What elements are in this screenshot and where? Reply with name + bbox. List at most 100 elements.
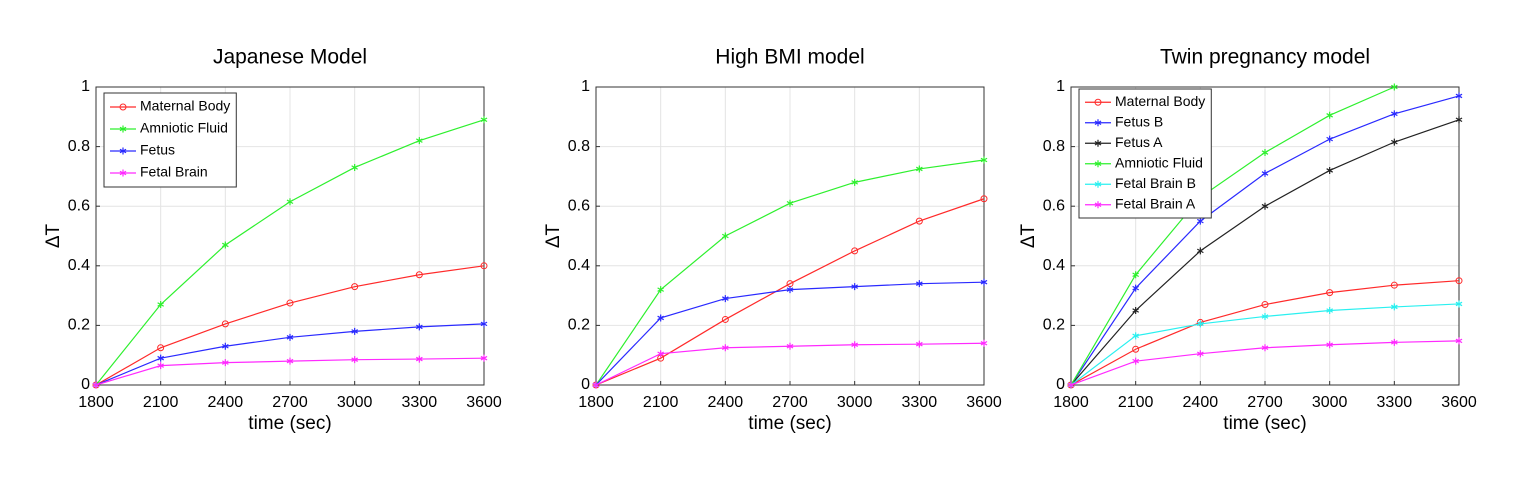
y-tick-label: 0.8 [1043, 138, 1065, 155]
marker [1455, 116, 1463, 124]
y-tick-label: 0.6 [568, 197, 590, 214]
marker [119, 169, 127, 177]
marker [480, 354, 488, 362]
y-tick-label: 1 [581, 78, 590, 95]
chart: High BMI model time (sec) ΔT 0 0.2 0.4 0.6 0.8 1… [543, 46, 1002, 434]
x-tick-label: 3000 [837, 394, 873, 411]
marker [221, 241, 229, 249]
marker [351, 163, 359, 171]
x-tick-label: 3000 [337, 394, 373, 411]
marker [119, 103, 127, 111]
legend-label: Fetus A [1115, 134, 1163, 150]
x-tick-label: 3600 [466, 394, 502, 411]
marker [1326, 289, 1334, 297]
marker [286, 299, 294, 307]
marker [119, 125, 127, 133]
marker [915, 280, 923, 288]
legend-label: Fetal Brain A [1115, 195, 1196, 211]
marker [480, 320, 488, 328]
y-tick-label: 0 [581, 376, 590, 393]
y-tick-label: 0.8 [68, 138, 90, 155]
marker [851, 178, 859, 186]
marker [721, 344, 729, 352]
marker [1261, 312, 1269, 320]
y-axis-label: ΔT [543, 223, 564, 248]
marker [415, 355, 423, 363]
marker [1390, 83, 1398, 91]
marker [1390, 281, 1398, 289]
y-tick-label: 0.6 [68, 197, 90, 214]
x-tick-label: 2400 [1183, 394, 1219, 411]
y-axis-label: ΔT [1018, 223, 1039, 248]
axes-box [95, 86, 485, 386]
y-tick-label: 0.4 [68, 257, 90, 274]
marker [1132, 357, 1140, 365]
chart: Japanese Model time (sec) ΔT 0 0.2 0.4 0.6 0.8 1… [43, 46, 502, 434]
marker [980, 339, 988, 347]
x-tick-label: 3300 [402, 394, 438, 411]
marker [157, 354, 165, 362]
y-tick-label: 0 [81, 376, 90, 393]
marker [351, 283, 359, 291]
marker [1326, 111, 1334, 119]
series-line [595, 198, 985, 386]
x-tick-label: 1800 [578, 394, 614, 411]
y-tick-label: 0.2 [68, 317, 90, 334]
marker [480, 116, 488, 124]
x-tick-label: 2100 [1118, 394, 1154, 411]
marker [1094, 119, 1102, 127]
x-tick-label: 2700 [772, 394, 808, 411]
marker [480, 262, 488, 270]
marker [157, 301, 165, 309]
x-tick-label: 3600 [966, 394, 1002, 411]
y-tick-label: 0.2 [1043, 317, 1065, 334]
marker [1196, 217, 1204, 225]
marker [1094, 139, 1102, 147]
marker [851, 247, 859, 255]
marker [92, 381, 100, 389]
y-tick-label: 0.4 [1043, 257, 1065, 274]
marker [1326, 341, 1334, 349]
marker [1132, 345, 1140, 353]
marker [1455, 277, 1463, 285]
legend-label: Amniotic Fluid [1115, 154, 1203, 170]
marker [351, 327, 359, 335]
marker [915, 165, 923, 173]
marker [1196, 247, 1204, 255]
marker [1261, 202, 1269, 210]
marker [221, 320, 229, 328]
marker [1196, 350, 1204, 358]
marker [1390, 138, 1398, 146]
marker [980, 195, 988, 203]
marker [1132, 307, 1140, 314]
axes-box [595, 86, 985, 386]
y-tick-label: 0.2 [568, 317, 590, 334]
y-tick-label: 1 [81, 78, 90, 95]
chart-title: Twin pregnancy model [1160, 46, 1370, 69]
x-tick-label: 2400 [708, 394, 744, 411]
x-tick-label: 1800 [1053, 394, 1089, 411]
x-tick-label: 2700 [272, 394, 308, 411]
chart-title: High BMI model [715, 46, 864, 69]
axes-box [1070, 86, 1460, 386]
x-tick-label: 2100 [143, 394, 179, 411]
legend-label: Fetal Brain [140, 164, 208, 180]
marker [157, 344, 165, 352]
x-tick-label: 3000 [1312, 394, 1348, 411]
legend-label: Maternal Body [140, 98, 230, 114]
marker [1390, 303, 1398, 311]
marker [851, 341, 859, 349]
marker [657, 286, 665, 294]
marker [786, 342, 794, 350]
marker [592, 381, 600, 389]
x-tick-label: 2400 [208, 394, 244, 411]
marker [415, 271, 423, 279]
y-tick-label: 1 [1056, 78, 1065, 95]
x-tick-label: 1800 [78, 394, 114, 411]
y-axis-label: ΔT [43, 223, 64, 248]
marker [157, 362, 165, 370]
y-tick-label: 0.8 [568, 138, 590, 155]
marker [1132, 332, 1140, 340]
marker [221, 342, 229, 350]
x-axis-label: time (sec) [748, 413, 831, 434]
